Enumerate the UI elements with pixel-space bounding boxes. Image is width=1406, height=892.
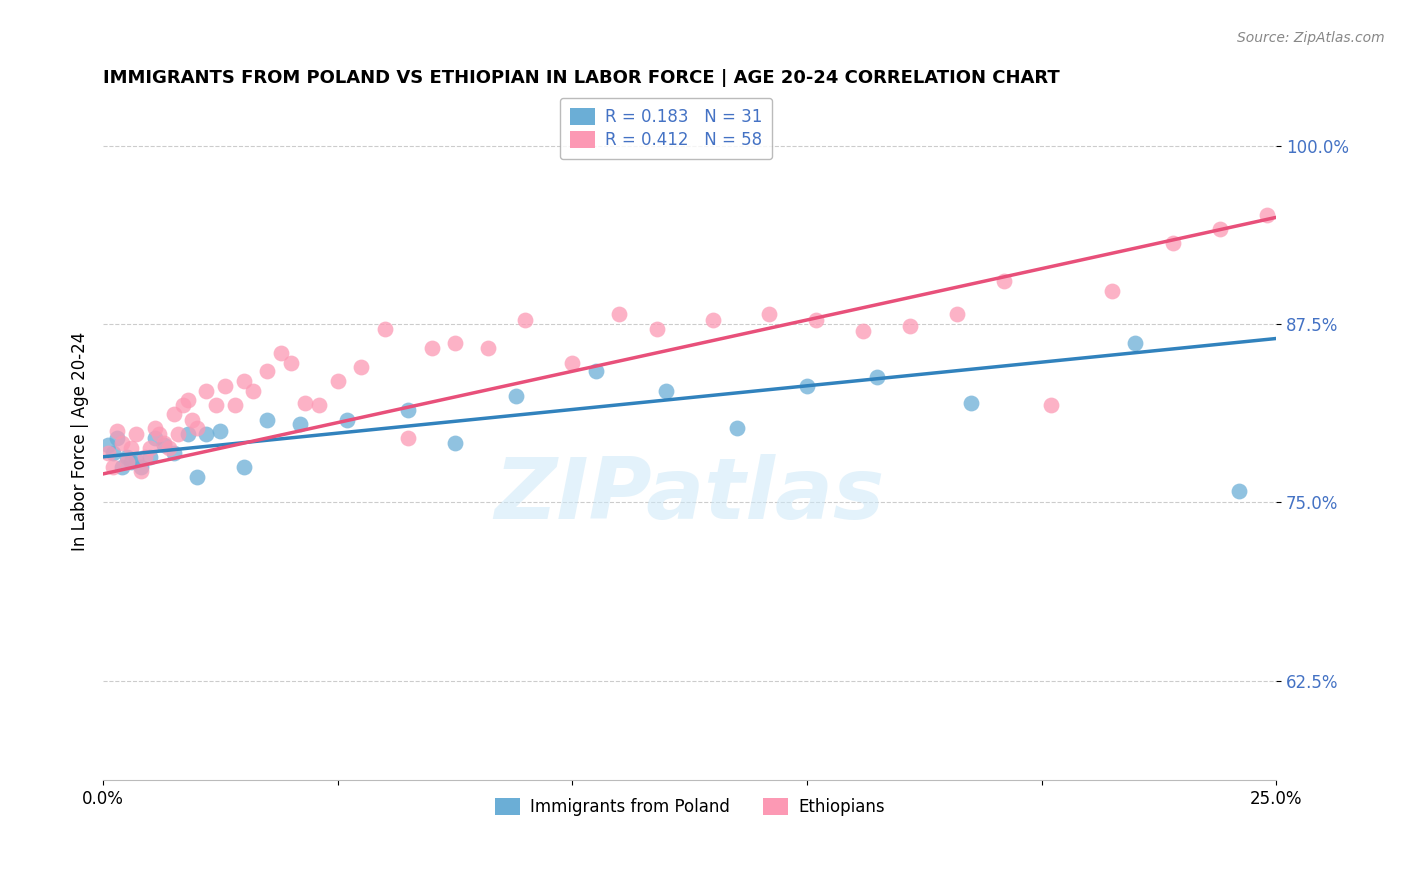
Point: [148, 427, 170, 442]
Point: [167, 427, 190, 442]
Point: [1302, 626, 1324, 640]
Point: [350, 359, 373, 374]
Point: [214, 378, 236, 392]
Legend: Immigrants from Poland, Ethiopians: Immigrants from Poland, Ethiopians: [488, 791, 891, 822]
Point: [105, 424, 128, 438]
Point: [946, 307, 969, 321]
Y-axis label: In Labor Force | Age 20-24: In Labor Force | Age 20-24: [72, 332, 89, 551]
Point: [176, 392, 198, 407]
Point: [186, 469, 208, 483]
Point: [101, 445, 124, 459]
Point: [120, 455, 142, 469]
Text: Source: ZipAtlas.com: Source: ZipAtlas.com: [1237, 31, 1385, 45]
Point: [139, 442, 162, 456]
Point: [224, 399, 246, 413]
Point: [1288, 726, 1310, 740]
Point: [176, 427, 198, 442]
Point: [232, 374, 254, 388]
Point: [444, 335, 467, 350]
Point: [143, 421, 166, 435]
Point: [655, 384, 678, 399]
Point: [420, 342, 443, 356]
Point: [195, 384, 218, 399]
Point: [515, 313, 537, 327]
Point: [960, 395, 983, 409]
Point: [195, 427, 218, 442]
Point: [111, 435, 134, 450]
Point: [336, 413, 359, 427]
Point: [852, 324, 875, 338]
Point: [97, 438, 120, 452]
Point: [308, 399, 330, 413]
Point: [256, 364, 278, 378]
Point: [111, 459, 134, 474]
Point: [134, 450, 156, 464]
Point: [702, 313, 724, 327]
Point: [294, 395, 316, 409]
Point: [396, 431, 419, 445]
Point: [242, 384, 264, 399]
Point: [139, 450, 162, 464]
Point: [1209, 221, 1232, 235]
Title: IMMIGRANTS FROM POLAND VS ETHIOPIAN IN LABOR FORCE | AGE 20-24 CORRELATION CHART: IMMIGRANTS FROM POLAND VS ETHIOPIAN IN L…: [103, 69, 1060, 87]
Point: [645, 321, 668, 335]
Text: ZIPatlas: ZIPatlas: [495, 455, 884, 538]
Point: [1101, 285, 1123, 299]
Point: [143, 431, 166, 445]
Point: [1123, 335, 1146, 350]
Point: [204, 399, 226, 413]
Point: [1039, 399, 1062, 413]
Point: [232, 459, 254, 474]
Point: [105, 431, 128, 445]
Point: [1161, 235, 1184, 250]
Point: [1274, 638, 1296, 652]
Point: [796, 378, 818, 392]
Point: [270, 345, 292, 359]
Point: [157, 442, 180, 456]
Point: [129, 464, 152, 478]
Point: [477, 342, 499, 356]
Point: [256, 413, 278, 427]
Point: [585, 364, 607, 378]
Point: [374, 321, 396, 335]
Point: [97, 445, 120, 459]
Point: [129, 459, 152, 474]
Point: [115, 455, 138, 469]
Point: [125, 452, 148, 467]
Point: [505, 388, 527, 402]
Point: [898, 318, 921, 333]
Point: [993, 275, 1015, 289]
Point: [153, 438, 176, 452]
Point: [153, 435, 176, 450]
Point: [120, 442, 142, 456]
Point: [561, 356, 583, 370]
Point: [290, 417, 312, 431]
Point: [866, 370, 889, 384]
Point: [1227, 483, 1250, 498]
Point: [326, 374, 349, 388]
Point: [280, 356, 302, 370]
Point: [725, 421, 748, 435]
Point: [444, 435, 467, 450]
Point: [162, 407, 184, 421]
Point: [181, 413, 204, 427]
Point: [806, 313, 828, 327]
Point: [162, 445, 184, 459]
Point: [1312, 203, 1334, 218]
Point: [115, 450, 138, 464]
Point: [1256, 207, 1278, 221]
Point: [101, 459, 124, 474]
Point: [396, 402, 419, 417]
Point: [607, 307, 630, 321]
Point: [186, 421, 208, 435]
Point: [125, 427, 148, 442]
Point: [758, 307, 780, 321]
Point: [209, 424, 232, 438]
Point: [172, 399, 194, 413]
